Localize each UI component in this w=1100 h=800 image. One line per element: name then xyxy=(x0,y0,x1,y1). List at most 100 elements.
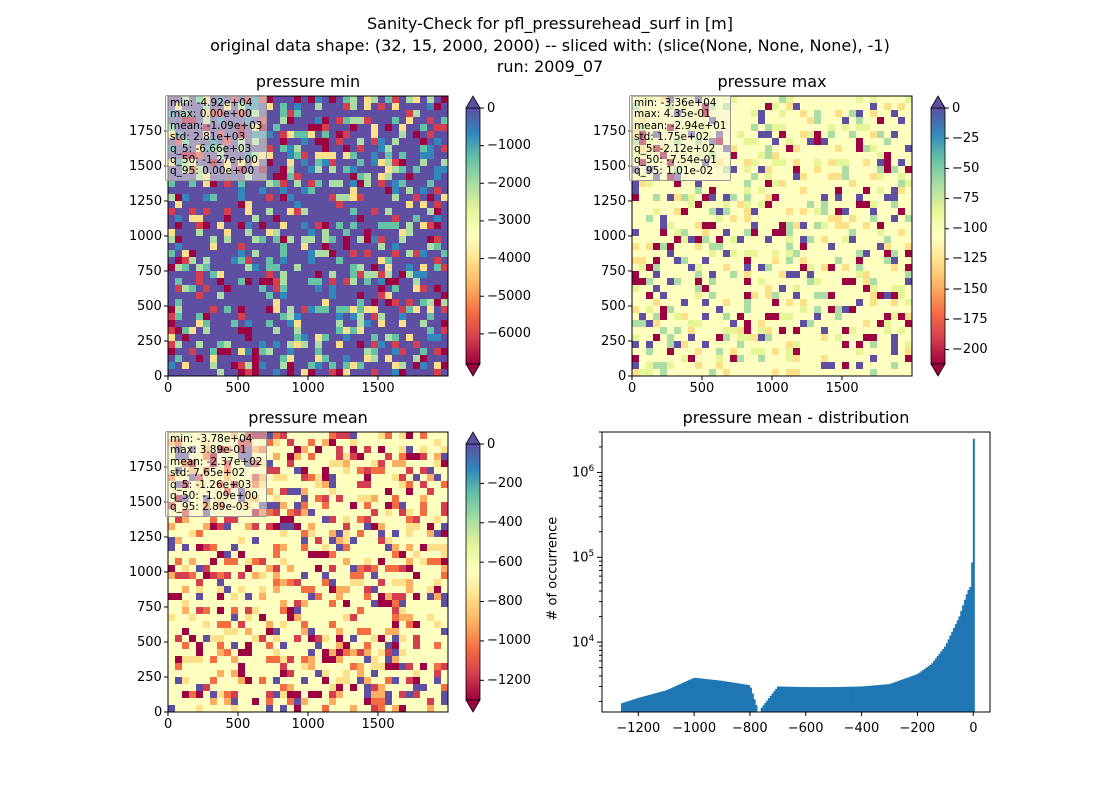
heatmap-cell xyxy=(259,593,266,600)
heatmap-cell xyxy=(210,593,217,600)
heatmap-cell xyxy=(196,530,203,537)
heatmap-cell xyxy=(392,649,399,656)
heatmap-cell xyxy=(821,117,828,124)
heatmap-cell xyxy=(336,635,343,642)
heatmap-cell xyxy=(807,271,814,278)
heatmap-cell xyxy=(336,677,343,684)
heatmap-cell xyxy=(336,621,343,628)
heatmap-cell xyxy=(287,166,294,173)
heatmap-cell xyxy=(329,110,336,117)
heatmap-cell xyxy=(287,677,294,684)
heatmap-cell xyxy=(786,229,793,236)
heatmap-cell xyxy=(737,236,744,243)
heatmap-cell xyxy=(385,691,392,698)
heatmap-cell xyxy=(681,369,688,376)
heatmap-cell xyxy=(427,474,434,481)
heatmap-cell xyxy=(434,313,441,320)
heatmap-cell xyxy=(182,257,189,264)
heatmap-cell xyxy=(856,166,863,173)
heatmap-cell xyxy=(266,229,273,236)
heatmap-cell xyxy=(280,222,287,229)
heatmap-cell xyxy=(427,544,434,551)
hist-bar xyxy=(960,610,963,712)
heatmap-cell xyxy=(807,117,814,124)
heatmap-cell xyxy=(378,551,385,558)
heatmap-cell xyxy=(259,607,266,614)
heatmap-cell xyxy=(357,320,364,327)
heatmap-cell xyxy=(294,145,301,152)
heatmap-cell xyxy=(800,173,807,180)
hist-bar xyxy=(820,687,823,712)
heatmap-cell xyxy=(266,173,273,180)
heatmap-cell xyxy=(413,593,420,600)
heatmap-cell xyxy=(898,355,905,362)
heatmap-cell xyxy=(842,236,849,243)
heatmap-cell xyxy=(772,110,779,117)
heatmap-cell xyxy=(175,565,182,572)
heatmap-cell xyxy=(385,593,392,600)
heatmap-cell xyxy=(765,292,772,299)
heatmap-cell xyxy=(350,243,357,250)
heatmap-cell xyxy=(420,271,427,278)
heatmap-cell xyxy=(378,292,385,299)
heatmap-cell xyxy=(884,103,891,110)
hist-bar xyxy=(824,687,827,712)
heatmap-cell xyxy=(210,180,217,187)
heatmap-cell xyxy=(385,628,392,635)
heatmap-cell xyxy=(280,117,287,124)
heatmap-cell xyxy=(280,523,287,530)
heatmap-cell xyxy=(315,166,322,173)
heatmap-cell xyxy=(441,229,448,236)
heatmap-cell xyxy=(280,607,287,614)
hist-bar xyxy=(640,696,644,712)
hist-bar xyxy=(829,687,832,712)
hist-bar xyxy=(880,684,883,712)
heatmap-cell xyxy=(329,369,336,376)
heatmap-cell xyxy=(245,313,252,320)
heatmap-cell xyxy=(189,215,196,222)
heatmap-cell xyxy=(322,439,329,446)
heatmap-cell xyxy=(280,194,287,201)
colorbar-tick-label: −50 xyxy=(952,160,980,176)
hist-bar xyxy=(911,675,914,712)
heatmap-cell xyxy=(182,278,189,285)
heatmap-cell xyxy=(385,117,392,124)
heatmap-cell xyxy=(336,131,343,138)
heatmap-cell xyxy=(856,320,863,327)
heatmap-cell xyxy=(406,117,413,124)
heatmap-cell xyxy=(301,215,308,222)
heatmap-cell xyxy=(709,208,716,215)
heatmap-cell xyxy=(378,530,385,537)
heatmap-cell xyxy=(217,635,224,642)
heatmap-cell xyxy=(217,292,224,299)
heatmap-cell xyxy=(632,334,639,341)
heatmap-cell xyxy=(350,502,357,509)
heatmap-ytick-label: 0 xyxy=(154,704,163,720)
heatmap-cell xyxy=(217,348,224,355)
heatmap-cell xyxy=(168,341,175,348)
heatmap-xtick-label: 500 xyxy=(225,380,251,396)
hist-bar xyxy=(884,684,887,712)
heatmap-cell xyxy=(175,691,182,698)
heatmap-cell xyxy=(427,586,434,593)
heatmap-cell xyxy=(807,278,814,285)
colorbar xyxy=(930,107,946,365)
heatmap-cell xyxy=(891,236,898,243)
heatmap-cell xyxy=(772,180,779,187)
heatmap-cell xyxy=(793,145,800,152)
heatmap-cell xyxy=(280,208,287,215)
heatmap-cell xyxy=(315,103,322,110)
heatmap-cell xyxy=(392,663,399,670)
heatmap-cell xyxy=(716,355,723,362)
heatmap-cell xyxy=(308,649,315,656)
heatmap-cell xyxy=(343,229,350,236)
hist-bar xyxy=(704,678,707,712)
heatmap-cell xyxy=(231,257,238,264)
heatmap-cell xyxy=(378,432,385,439)
hist-bar xyxy=(742,684,745,712)
heatmap-cell xyxy=(294,698,301,705)
heatmap-cell xyxy=(238,201,245,208)
heatmap-cell xyxy=(364,586,371,593)
heatmap-cell xyxy=(646,362,653,369)
hist-bar xyxy=(855,686,858,712)
